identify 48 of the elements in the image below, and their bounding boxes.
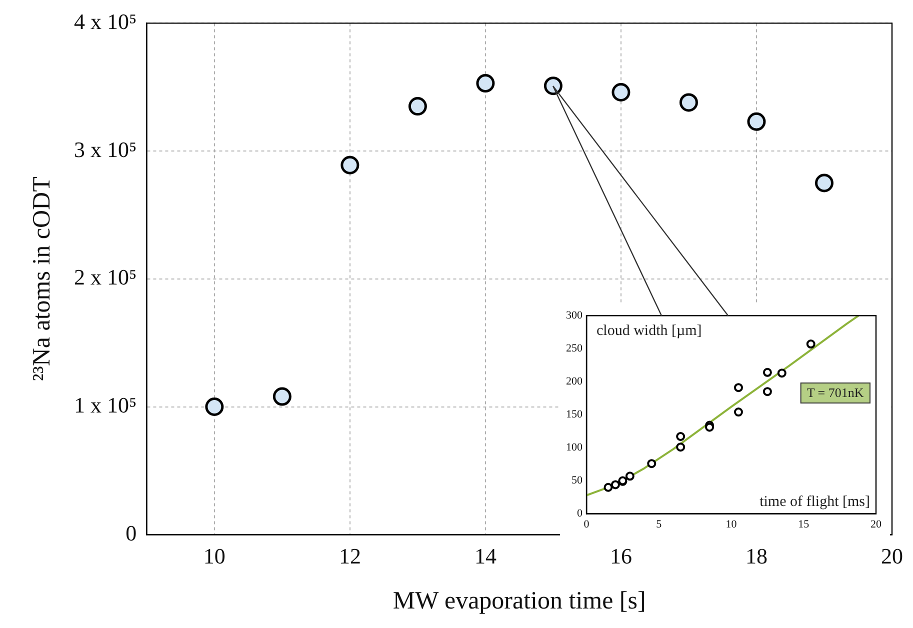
x-tick-label: 10 — [726, 518, 738, 530]
x-tick-label: 14 — [474, 544, 496, 569]
y-tick-label: 4 x 10⁵ — [74, 8, 137, 34]
x-tick-label: 15 — [798, 518, 810, 530]
point — [625, 472, 634, 481]
y-tick-label: 0 — [577, 508, 583, 520]
point — [676, 442, 686, 452]
point — [679, 93, 698, 112]
point — [476, 74, 495, 93]
point — [734, 383, 743, 392]
point — [762, 387, 772, 396]
x-tick-label: 12 — [338, 544, 361, 569]
y-axis-title: ²³Na atoms in cODT — [28, 176, 56, 382]
point — [408, 97, 427, 116]
x-tick-label: 20 — [870, 518, 882, 530]
point — [647, 459, 656, 468]
y-tick-label: 150 — [566, 408, 583, 421]
x-tick-label: 5 — [656, 518, 662, 530]
point — [340, 156, 360, 174]
x-tick-label: 16 — [610, 544, 632, 569]
y-axis-title: cloud width [µm] — [596, 323, 702, 340]
y-tick-label: 3 x 10⁵ — [74, 136, 137, 162]
annotation: T = 701nK — [806, 384, 864, 400]
x-tick-label: 10 — [203, 544, 226, 569]
point — [734, 408, 743, 417]
point — [612, 82, 630, 102]
y-tick-label: 300 — [566, 309, 583, 322]
y-tick-label: 200 — [566, 376, 583, 388]
y-tick-label: 2 x 10⁵ — [74, 264, 137, 290]
point — [777, 368, 786, 378]
point — [544, 76, 562, 96]
point — [272, 387, 292, 406]
y-tick-label: 1 x 10⁵ — [74, 392, 137, 418]
point — [747, 112, 766, 131]
point — [676, 432, 686, 441]
point — [806, 340, 816, 349]
point — [604, 482, 613, 492]
point — [610, 480, 620, 490]
y-tick-label: 250 — [566, 342, 583, 355]
x-axis-title: time of flight [ms] — [760, 494, 870, 510]
x-axis-title: MW evaporation time [s] — [392, 588, 646, 615]
x-tick-label: 18 — [745, 544, 768, 569]
point — [762, 368, 772, 377]
point — [205, 398, 224, 416]
point — [814, 174, 834, 192]
y-tick-label: 100 — [566, 442, 583, 454]
x-tick-label: 20 — [881, 544, 903, 569]
y-tick-label: 50 — [572, 474, 583, 487]
